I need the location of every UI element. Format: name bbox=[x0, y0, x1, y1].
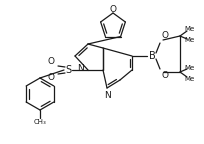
Text: Me: Me bbox=[184, 26, 194, 32]
Text: B: B bbox=[148, 51, 155, 61]
Text: N: N bbox=[104, 90, 111, 100]
Text: O: O bbox=[47, 73, 54, 83]
Text: O: O bbox=[161, 32, 168, 40]
Text: Me: Me bbox=[184, 37, 194, 43]
Text: CH₃: CH₃ bbox=[33, 119, 46, 125]
Text: Me: Me bbox=[184, 76, 194, 82]
Text: O: O bbox=[47, 57, 54, 67]
Text: S: S bbox=[65, 65, 71, 75]
Text: N: N bbox=[77, 65, 84, 73]
Text: O: O bbox=[109, 5, 116, 15]
Text: O: O bbox=[161, 72, 168, 80]
Text: Me: Me bbox=[184, 65, 194, 71]
